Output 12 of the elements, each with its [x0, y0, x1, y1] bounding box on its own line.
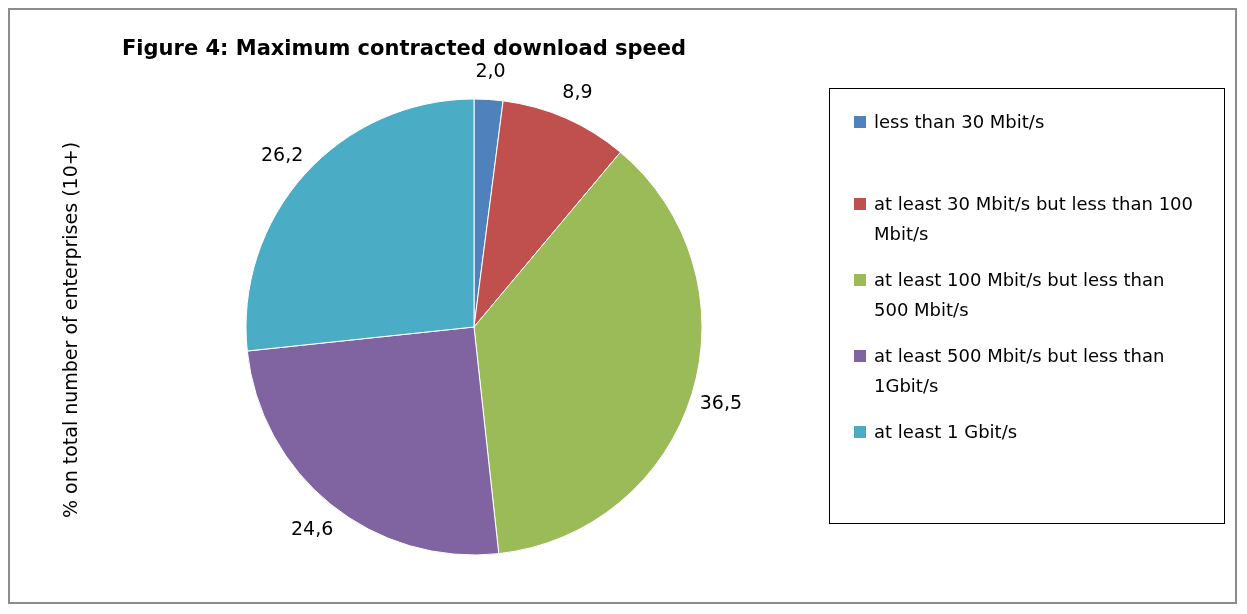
- legend-label: at least 100 Mbit/s but less than 500 Mbit/s: [874, 268, 1166, 322]
- text: % on total number of enterprises (10+): [59, 141, 81, 519]
- legend-label: at least 1 Gbit/s: [874, 420, 1019, 444]
- legend-label: at least 30 Mbit/s but less than 100 Mbit/s: [874, 192, 1195, 246]
- data-label: 24,6: [290, 516, 334, 539]
- data-label: 2,0: [475, 58, 506, 81]
- legend-label: at least 500 Mbit/s but less than 1Gbit/s: [874, 344, 1166, 398]
- data-label: 26,2: [261, 143, 304, 166]
- data-label: 8,9: [562, 79, 593, 102]
- chart-title: Figure 4: Maximum contracted download speed: [122, 36, 687, 60]
- legend-label: less than 30 Mbit/s: [874, 110, 1046, 134]
- data-label: 36,5: [699, 390, 743, 413]
